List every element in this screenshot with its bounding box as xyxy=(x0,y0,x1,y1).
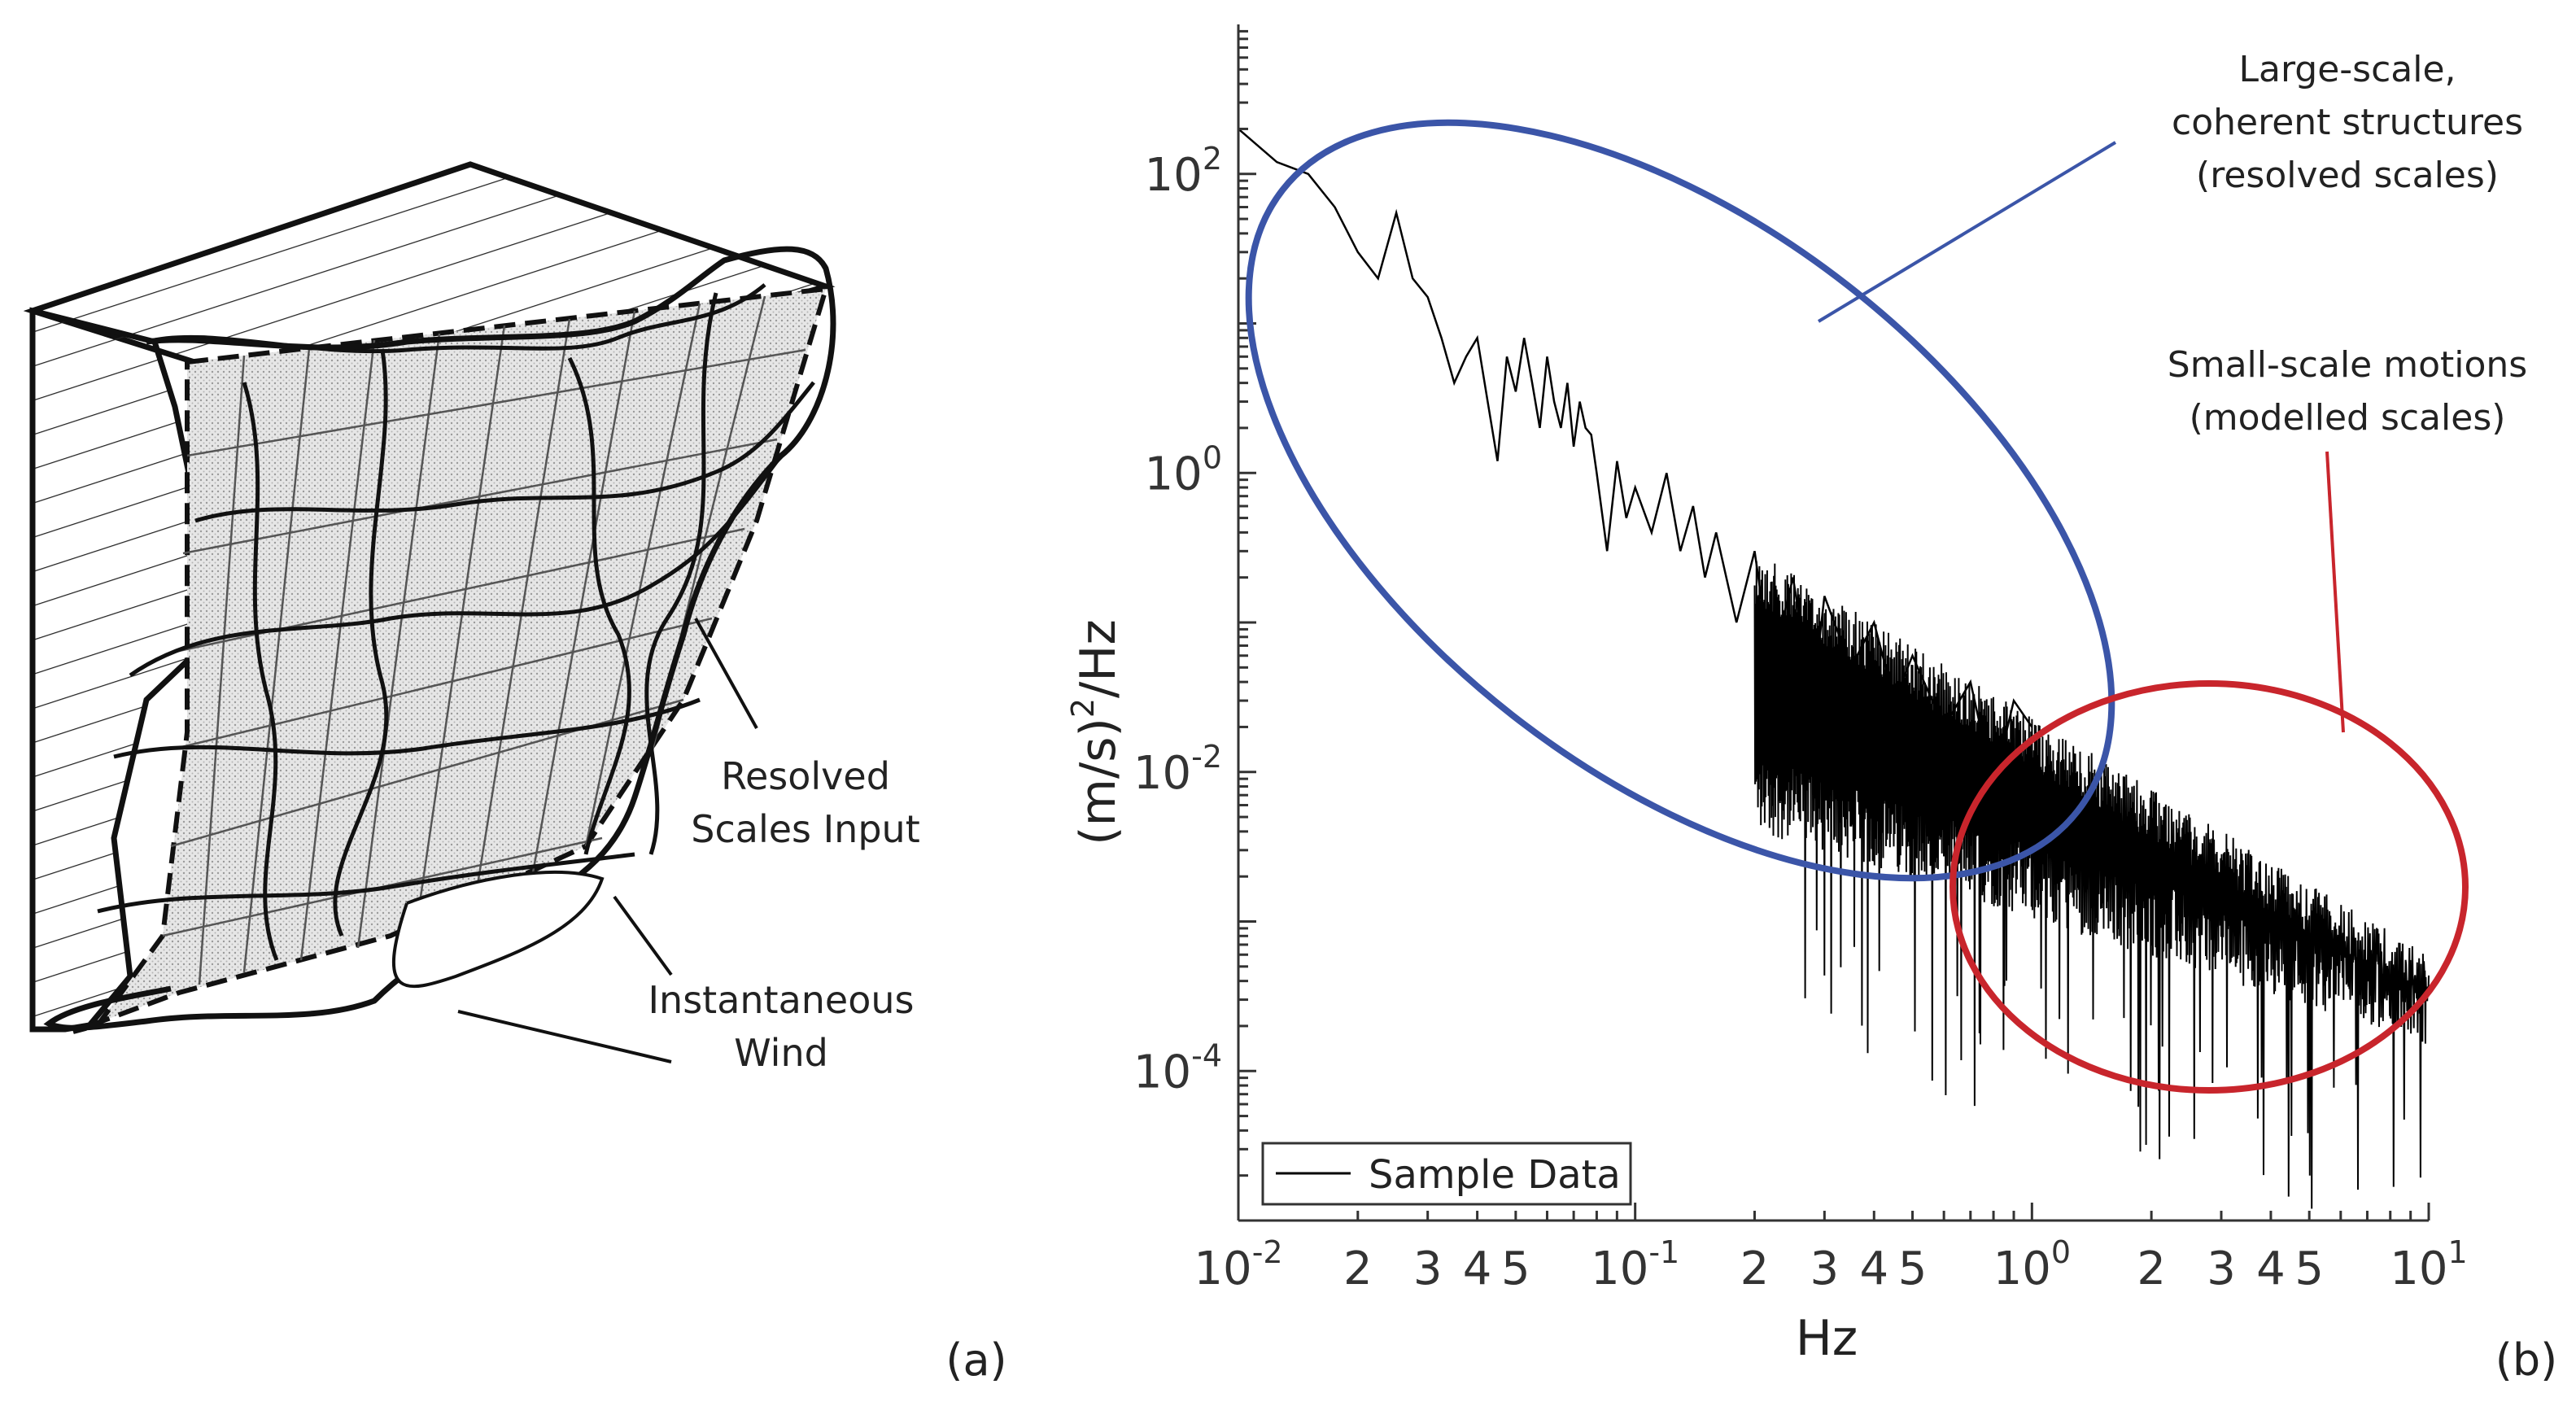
legend: Sample Data xyxy=(1261,1142,1632,1206)
y-axis-label: (m/s)2/Hz xyxy=(1065,619,1127,845)
y-label-main: (m/s) xyxy=(1070,718,1127,845)
x-minor-tick-label: 5 xyxy=(1501,1242,1530,1295)
plot-area xyxy=(1238,128,2430,1209)
y-label-tail: /Hz xyxy=(1070,619,1127,698)
x-minor-tick-label: 4 xyxy=(2256,1242,2286,1295)
y-label-sup: 2 xyxy=(1065,698,1101,718)
x-minor-tick-label: 3 xyxy=(1413,1242,1443,1295)
x-tick-label: 100 xyxy=(1993,1234,2071,1295)
y-tick-label: 102 xyxy=(1145,141,1222,202)
instantaneous-label-2: Wind xyxy=(734,1031,828,1075)
large-scale-leader xyxy=(1817,141,2117,323)
x-minor-tick-label: 2 xyxy=(2137,1242,2166,1295)
x-minor-tick-label: 3 xyxy=(2207,1242,2236,1295)
series-noise-band xyxy=(1753,561,2430,1209)
x-minor-tick-label: 2 xyxy=(1343,1242,1373,1295)
small-scale-leader xyxy=(2325,451,2345,733)
panel-a-label: (a) xyxy=(945,1334,1006,1386)
instantaneous-label-1: Instantaneous xyxy=(648,978,914,1022)
large-scale-label-3: (resolved scales) xyxy=(2196,155,2499,196)
resolved-leader xyxy=(694,618,758,729)
panel-a-schematic: Resolved Scales Input Instantaneous Wind… xyxy=(23,161,1007,1386)
panel-b-label: (b) xyxy=(2495,1334,2557,1386)
instantaneous-wind-lobe xyxy=(392,871,605,989)
x-minor-tick-label: 4 xyxy=(1463,1242,1492,1295)
resolved-surface xyxy=(72,286,830,1034)
legend-label: Sample Data xyxy=(1369,1152,1621,1198)
series-line xyxy=(1238,128,2033,787)
x-tick-label: 101 xyxy=(2390,1234,2467,1295)
x-tick-label: 10-2 xyxy=(1194,1234,1282,1295)
y-tick-label: 10-4 xyxy=(1133,1037,1222,1098)
x-axis-label: Hz xyxy=(1796,1310,1858,1367)
small-scale-label-2: (modelled scales) xyxy=(2190,397,2506,439)
instantaneous-wind-outline xyxy=(43,246,836,1031)
instantaneous-leader-1 xyxy=(613,895,673,976)
x-minor-tick-label: 5 xyxy=(1898,1242,1928,1295)
x-minor-tick-label: 4 xyxy=(1859,1242,1888,1295)
x-minor-tick-label: 3 xyxy=(1810,1242,1840,1295)
x-minor-tick-label: 5 xyxy=(2294,1242,2324,1295)
large-scale-label-2: coherent structures xyxy=(2172,102,2523,143)
large-scale-ellipse xyxy=(1245,119,2115,882)
x-tick-label: 10-1 xyxy=(1591,1234,1679,1295)
y-tick-label: 10-2 xyxy=(1133,739,1222,800)
resolved-label-1: Resolved xyxy=(721,754,890,798)
instantaneous-leader-2 xyxy=(457,1010,672,1063)
resolved-label-2: Scales Input xyxy=(691,807,919,851)
small-scale-label-1: Small-scale motions xyxy=(2168,344,2527,386)
large-scale-label-1: Large-scale, xyxy=(2238,49,2456,90)
x-minor-tick-label: 2 xyxy=(1740,1242,1770,1295)
y-tick-label: 100 xyxy=(1145,439,1222,500)
small-scale-ellipse xyxy=(1949,680,2469,1094)
